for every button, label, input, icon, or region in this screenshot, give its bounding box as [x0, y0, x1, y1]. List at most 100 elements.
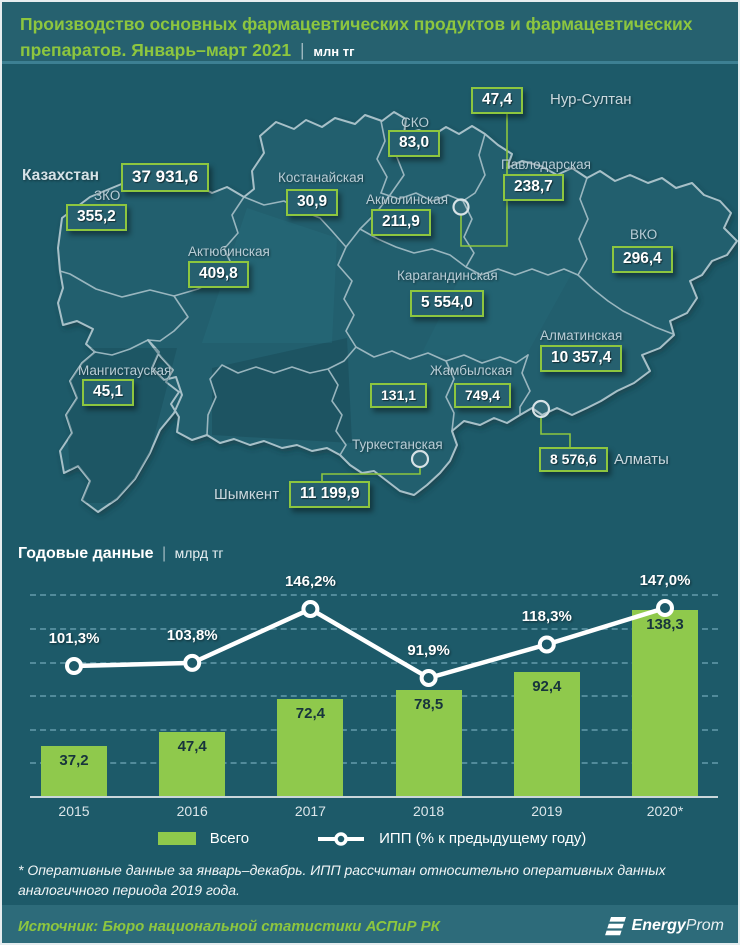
chart-title-unit: млрд тг: [174, 545, 224, 561]
gridline: [30, 728, 718, 731]
x-label-2018: 2018: [413, 803, 445, 819]
bar-value-label: 138,3: [646, 616, 684, 633]
x-label-2019: 2019: [531, 803, 563, 819]
page-title: Производство основных фармацевтических п…: [2, 2, 738, 64]
title-text: Производство основных фармацевтических п…: [20, 14, 693, 61]
footnote-line1: * Оперативные данные за январь–декабрь. …: [18, 862, 666, 878]
value-box-kostanay: 30,9: [286, 189, 339, 216]
region-label-vko: ВКО: [630, 227, 658, 242]
gridline: [30, 762, 718, 765]
bar-value-label: 72,4: [295, 705, 325, 722]
chart-legend: Всего ИПП (% к предыдущему году): [2, 830, 738, 847]
chart-title-text: Годовые данные: [18, 545, 154, 562]
value-box-aktobe: 409,8: [188, 261, 249, 288]
footnote: * Оперативные данные за январь–декабрь. …: [18, 860, 718, 901]
region-label-turkestan: Туркестанская: [352, 437, 443, 452]
legend-line-label: ИПП (% к предыдущему году): [379, 830, 587, 847]
line-point: [419, 668, 438, 687]
city-label-almaty: Алматы: [614, 451, 669, 468]
shade-south-central: [212, 338, 352, 443]
x-label-2015: 2015: [58, 803, 90, 819]
line-point: [656, 599, 674, 618]
bar-2018: 78,5: [395, 690, 462, 796]
logo-text-regular: Prom: [685, 917, 724, 934]
bar-2015: 37,2: [41, 746, 107, 796]
region-label-sko: СКО: [401, 115, 429, 130]
ipp-line: [65, 599, 674, 687]
value-box-mangystau: 45,1: [82, 379, 135, 406]
source-text: Источник: Бюро национальной статистики А…: [18, 917, 440, 935]
region-label-aktobe: Актюбинская: [188, 244, 270, 259]
region-label-zko: ЗКО: [94, 188, 121, 203]
gridline: [30, 661, 718, 664]
line-point: [183, 653, 202, 672]
line-value-label: 118,3%: [521, 608, 572, 626]
nur-sultan-marker: [452, 198, 470, 216]
line-value-label: 146,2%: [284, 573, 336, 591]
legend-line-sample: [318, 831, 365, 846]
value-box-almaty-obl: 10 357,4: [540, 345, 623, 372]
gridline: [30, 627, 718, 630]
line-value-label: 147,0%: [639, 572, 691, 589]
line-point: [65, 657, 83, 676]
country-value-box: 37 931,6: [121, 163, 210, 192]
line-point: [537, 635, 556, 654]
x-axis-labels: 2015 2016 2017 2018 2019 2020*: [30, 803, 718, 821]
region-label-pavlodar: Павлодарская: [501, 157, 591, 172]
logo-text-bold: Energy: [631, 917, 686, 934]
bar-2019: 92,4: [513, 672, 580, 796]
city-label-nur-sultan: Нур-Султан: [550, 91, 632, 108]
x-label-2020*: 2020*: [646, 803, 684, 819]
value-box-almaty: 8 576,6: [539, 447, 608, 472]
city-label-shymkent: Шымкент: [214, 486, 280, 503]
bar-value-label: 78,5: [413, 696, 444, 713]
country-label: Казахстан: [22, 167, 100, 184]
legend-bar-label: Всего: [209, 830, 250, 847]
map-shape: [57, 111, 738, 513]
value-box-zko: 355,2: [66, 204, 127, 231]
bar-value-label: 47,4: [177, 738, 207, 755]
x-label-2016: 2016: [176, 803, 208, 819]
source-bar: Источник: Бюро национальной статистики А…: [2, 905, 738, 943]
value-box-akmola: 211,9: [371, 209, 431, 236]
chart-title: Годовые данные | млрд тг: [18, 545, 223, 563]
line-value-label: 91,9%: [407, 641, 450, 659]
bar-value-label: 92,4: [532, 678, 562, 695]
kazakhstan-map: Казахстан 37 931,6 ЗКО Костанайская СКО …: [2, 66, 738, 532]
title-separator: |: [299, 40, 305, 61]
energyprom-logo: EnergyProm: [603, 916, 724, 936]
bar-2016: 47,4: [159, 732, 226, 796]
x-label-2017: 2017: [294, 803, 326, 819]
value-box-nur-sultan: 47,4: [471, 87, 524, 114]
bar-line-chart: 37,2 47,4 72,4 78,5 92,4 138,3 101,3% 103,8% 146…: [30, 562, 718, 798]
value-box-sko: 83,0: [388, 130, 441, 157]
value-box-shymkent: 11 199,9: [289, 481, 371, 508]
energyprom-logo-icon: [604, 916, 626, 935]
gridline: [30, 594, 718, 597]
bar-2017: 72,4: [277, 699, 344, 796]
region-label-akmola: Акмолинская: [366, 192, 449, 207]
region-label-kostanay: Костанайская: [278, 170, 364, 185]
shade-aktobe: [202, 208, 337, 343]
value-box-zhambyl: 749,4: [454, 383, 512, 408]
header: Производство основных фармацевтических п…: [2, 2, 738, 64]
chart-title-separator: |: [162, 545, 167, 562]
value-box-karaganda: 5 554,0: [410, 290, 484, 317]
value-box-pavlodar: 238,7: [503, 174, 564, 201]
almaty-marker: [531, 399, 551, 419]
line-value-label: 101,3%: [48, 630, 100, 648]
bar-2020*: 138,3: [632, 610, 698, 796]
region-label-karaganda: Карагандинская: [397, 268, 498, 283]
footnote-line2: аналогичного периода 2019 года.: [18, 882, 240, 899]
value-box-vko: 296,4: [612, 246, 673, 273]
legend-bar-swatch: [157, 832, 196, 845]
region-label-mangystau: Мангистауская: [78, 363, 172, 378]
region-label-zhambyl: Жамбылская: [430, 363, 513, 378]
bar-value-label: 37,2: [59, 752, 89, 769]
region-borders: [59, 120, 674, 456]
line-point: [301, 600, 320, 619]
shymkent-marker: [410, 449, 430, 469]
gridline: [30, 695, 718, 698]
line-value-label: 103,8%: [166, 626, 218, 644]
region-label-almaty-obl: Алматинская: [540, 328, 623, 343]
